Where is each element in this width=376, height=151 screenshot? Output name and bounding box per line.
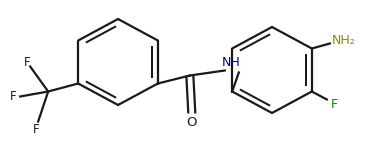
Text: NH₂: NH₂ (332, 34, 356, 47)
Text: F: F (10, 90, 17, 103)
Text: F: F (330, 98, 337, 111)
Text: NH: NH (221, 56, 240, 69)
Text: F: F (24, 56, 30, 69)
Text: F: F (33, 123, 39, 136)
Text: O: O (186, 116, 197, 129)
